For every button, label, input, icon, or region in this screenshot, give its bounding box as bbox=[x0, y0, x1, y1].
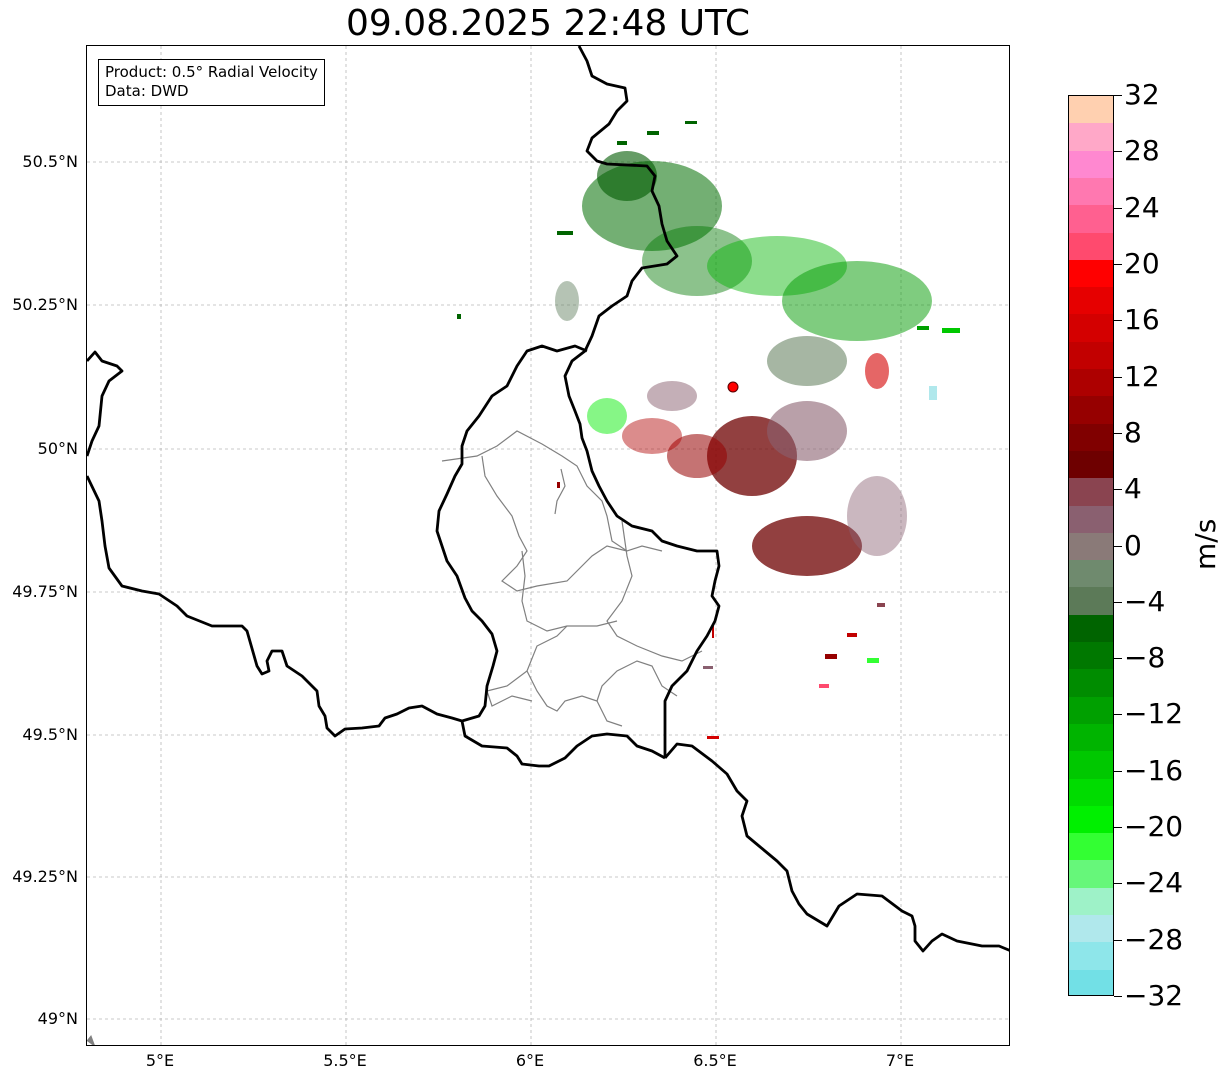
colorbar-tick bbox=[1114, 602, 1122, 603]
colorbar-tick bbox=[1114, 771, 1122, 772]
colorbar-tick bbox=[1114, 489, 1122, 490]
colorbar-segment bbox=[1069, 942, 1113, 970]
colorbar-tick-label: 0 bbox=[1124, 529, 1142, 562]
colorbar-segment bbox=[1069, 724, 1113, 751]
lon-label: 7°E bbox=[885, 1051, 915, 1070]
colorbar-tick bbox=[1114, 95, 1122, 96]
colorbar-tick-label: −16 bbox=[1124, 754, 1184, 787]
colorbar-tick bbox=[1114, 264, 1122, 265]
velocity-colorbar bbox=[1068, 95, 1114, 996]
colorbar-tick-label: −8 bbox=[1124, 641, 1166, 674]
lat-label: 49.5°N bbox=[22, 725, 78, 744]
colorbar-segment bbox=[1069, 587, 1113, 615]
colorbar-segment bbox=[1069, 833, 1113, 860]
colorbar-tick bbox=[1114, 714, 1122, 715]
colorbar-segment bbox=[1069, 506, 1113, 533]
colorbar-tick-label: −4 bbox=[1124, 585, 1166, 618]
lat-label: 49.25°N bbox=[12, 867, 78, 886]
colorbar-segment bbox=[1069, 369, 1113, 396]
national-borders bbox=[87, 46, 1009, 953]
product-label: Product: 0.5° Radial Velocity bbox=[105, 63, 318, 81]
radar-site-marker bbox=[727, 381, 739, 393]
lon-label: 6.5°E bbox=[693, 1051, 737, 1070]
colorbar-segment bbox=[1069, 970, 1113, 995]
colorbar-tick bbox=[1114, 658, 1122, 659]
colorbar-tick bbox=[1114, 208, 1122, 209]
lat-label: 49°N bbox=[37, 1009, 78, 1028]
coast-fragment bbox=[87, 1034, 95, 1045]
colorbar-tick bbox=[1114, 940, 1122, 941]
colorbar-segment bbox=[1069, 560, 1113, 587]
colorbar-tick-label: −12 bbox=[1124, 697, 1184, 730]
colorbar-segment bbox=[1069, 96, 1113, 123]
product-info-box: Product: 0.5° Radial Velocity Data: DWD bbox=[98, 59, 325, 106]
colorbar-segment bbox=[1069, 806, 1113, 833]
lon-label: 6°E bbox=[515, 1051, 545, 1070]
colorbar-segment bbox=[1069, 151, 1113, 178]
colorbar-tick-label: −28 bbox=[1124, 923, 1184, 956]
colorbar-tick bbox=[1114, 827, 1122, 828]
colorbar-tick-label: 16 bbox=[1124, 303, 1160, 336]
colorbar-tick bbox=[1114, 546, 1122, 547]
colorbar-tick-label: 8 bbox=[1124, 416, 1142, 449]
colorbar-tick-label: −32 bbox=[1124, 979, 1184, 1012]
colorbar-segment bbox=[1069, 123, 1113, 151]
colorbar-segment bbox=[1069, 260, 1113, 287]
colorbar-segment bbox=[1069, 287, 1113, 314]
colorbar-segment bbox=[1069, 342, 1113, 369]
colorbar-segment bbox=[1069, 615, 1113, 642]
lon-label: 5.5°E bbox=[323, 1051, 367, 1070]
colorbar-tick bbox=[1114, 996, 1122, 997]
colorbar-tick-label: 32 bbox=[1124, 78, 1160, 111]
colorbar-segment bbox=[1069, 314, 1113, 342]
colorbar-segment bbox=[1069, 178, 1113, 205]
colorbar-tick-label: −20 bbox=[1124, 810, 1184, 843]
lat-label: 50°N bbox=[37, 439, 78, 458]
lat-label: 49.75°N bbox=[12, 582, 78, 601]
colorbar-segment bbox=[1069, 669, 1113, 697]
map-title: 09.08.2025 22:48 UTC bbox=[345, 3, 751, 44]
district-borders bbox=[441, 430, 703, 727]
colorbar-tick bbox=[1114, 377, 1122, 378]
colorbar-tick-label: −24 bbox=[1124, 866, 1184, 899]
data-source-label: Data: DWD bbox=[105, 82, 189, 100]
colorbar-tick bbox=[1114, 883, 1122, 884]
colorbar-segment bbox=[1069, 478, 1113, 506]
colorbar-tick-label: 12 bbox=[1124, 360, 1160, 393]
colorbar-segment bbox=[1069, 888, 1113, 915]
colorbar-segment bbox=[1069, 424, 1113, 451]
colorbar-segment bbox=[1069, 451, 1113, 478]
lat-label: 50.5°N bbox=[22, 152, 78, 171]
colorbar-segment bbox=[1069, 779, 1113, 806]
colorbar-segment bbox=[1069, 860, 1113, 888]
colorbar-segment bbox=[1069, 751, 1113, 779]
colorbar-unit-label: m/s bbox=[1189, 518, 1222, 570]
colorbar-segment bbox=[1069, 642, 1113, 669]
lat-label: 50.25°N bbox=[12, 295, 78, 314]
colorbar-segment bbox=[1069, 205, 1113, 233]
map-panel[interactable]: Product: 0.5° Radial Velocity Data: DWD bbox=[86, 45, 1010, 1046]
colorbar-segment bbox=[1069, 697, 1113, 724]
colorbar-segment bbox=[1069, 533, 1113, 560]
map-canvas bbox=[87, 46, 1009, 1045]
colorbar-segment bbox=[1069, 396, 1113, 424]
colorbar-tick bbox=[1114, 320, 1122, 321]
colorbar-tick bbox=[1114, 151, 1122, 152]
radar-echoes bbox=[457, 121, 960, 739]
colorbar-tick-label: 4 bbox=[1124, 472, 1142, 505]
colorbar-tick-label: 28 bbox=[1124, 134, 1160, 167]
colorbar-segment bbox=[1069, 233, 1113, 260]
lon-label: 5°E bbox=[145, 1051, 175, 1070]
colorbar-tick-label: 24 bbox=[1124, 191, 1160, 224]
colorbar-tick-label: 20 bbox=[1124, 247, 1160, 280]
colorbar-segment bbox=[1069, 915, 1113, 942]
colorbar-tick bbox=[1114, 433, 1122, 434]
